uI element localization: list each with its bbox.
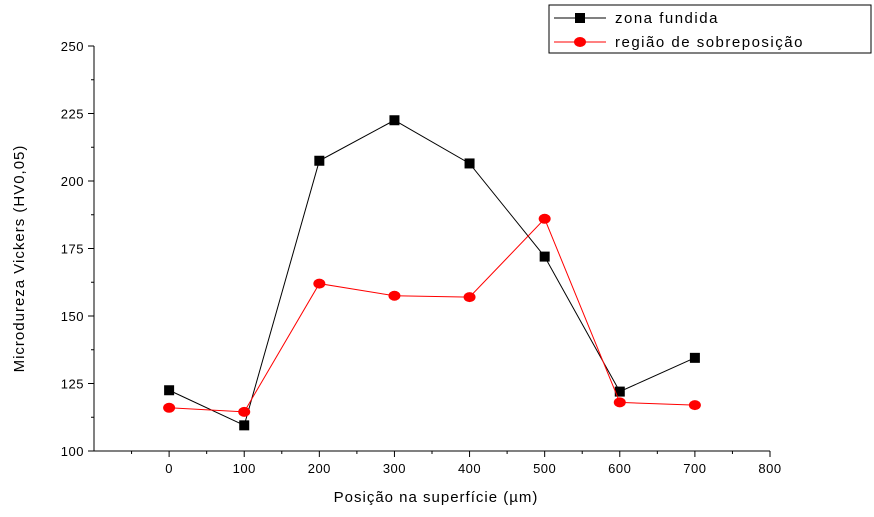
series-2 xyxy=(163,213,701,417)
x-axis-title: Posição na superfície (µm) xyxy=(334,489,539,506)
legend-item-2: região de sobreposição xyxy=(554,34,804,51)
x-tick-label: 800 xyxy=(758,461,781,476)
data-point xyxy=(464,158,475,169)
y-tick-label: 100 xyxy=(61,444,84,459)
series-1 xyxy=(164,115,700,431)
data-point xyxy=(388,290,401,301)
data-point xyxy=(614,386,625,397)
x-tick-label: 300 xyxy=(383,461,406,476)
data-point xyxy=(239,420,250,431)
series-line xyxy=(168,119,696,427)
data-point xyxy=(688,400,701,411)
y-tick-label: 125 xyxy=(61,377,84,392)
data-point xyxy=(389,115,400,126)
y-tick-label: 175 xyxy=(61,242,84,257)
series-line xyxy=(169,217,695,413)
data-point xyxy=(238,406,251,417)
data-point xyxy=(163,402,176,413)
data-point xyxy=(539,251,550,262)
x-tick-label: 700 xyxy=(683,461,706,476)
data-point xyxy=(689,352,700,363)
x-tick-label: 0 xyxy=(165,461,173,476)
x-tick-label: 500 xyxy=(533,461,556,476)
y-tick-label: 200 xyxy=(61,174,84,189)
legend-marker xyxy=(574,37,586,47)
data-point xyxy=(164,385,175,396)
axes: 0 100 200 300 400 500 600 700 800 100 125 150 175 200… xyxy=(61,39,781,476)
x-tick-label: 200 xyxy=(308,461,331,476)
legend-item-1: zona fundida xyxy=(554,10,719,27)
data-point xyxy=(314,155,325,166)
data-point xyxy=(538,213,551,224)
y-tick-label: 150 xyxy=(61,309,84,324)
data-point xyxy=(463,292,476,303)
x-tick-label: 600 xyxy=(608,461,631,476)
legend-label: zona fundida xyxy=(615,10,719,27)
data-point xyxy=(613,397,626,408)
series-layer xyxy=(163,115,701,431)
x-tick-label: 400 xyxy=(458,461,481,476)
legend: zona fundida região de sobreposição xyxy=(548,4,872,54)
y-axis-title: Microdureza Vickers (HV0,05) xyxy=(11,145,28,373)
y-tick-label: 225 xyxy=(61,107,84,122)
y-tick-label: 250 xyxy=(61,39,84,54)
legend-marker xyxy=(575,13,585,23)
data-point xyxy=(313,278,326,289)
x-tick-label: 100 xyxy=(233,461,256,476)
legend-box xyxy=(548,4,872,54)
legend-label: região de sobreposição xyxy=(615,34,804,51)
